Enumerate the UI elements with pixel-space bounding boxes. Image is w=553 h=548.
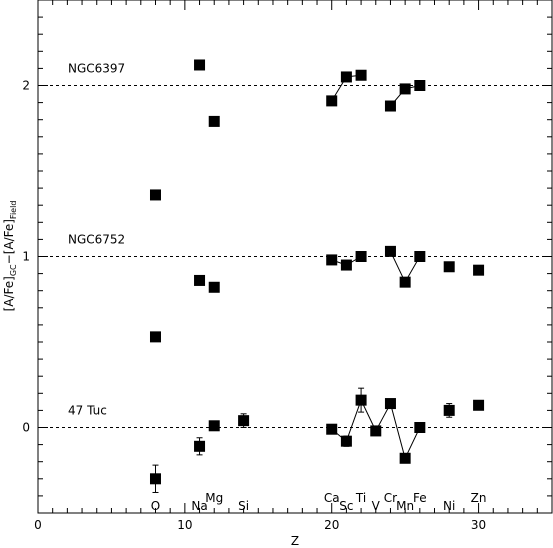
series-labels: NGC6397 NGC6752 47 Tuc [68, 61, 125, 417]
element-label: O [151, 499, 160, 513]
data-point [326, 95, 338, 107]
data-point [149, 473, 161, 485]
data-point [399, 276, 411, 288]
series-label: NGC6397 [68, 61, 125, 75]
y-tick-label: 0 [22, 421, 30, 435]
element-label: Sc [339, 499, 353, 513]
element-label: Zn [471, 491, 487, 505]
y-tick-label: 2 [22, 79, 30, 93]
data-point [443, 261, 455, 273]
axis-ticks: 0 10 20 30 0 1 2 [22, 0, 553, 532]
data-point [355, 251, 367, 262]
data-markers [149, 59, 485, 485]
data-point [399, 83, 411, 95]
data-point [414, 422, 426, 433]
data-point [384, 100, 396, 112]
y-tick-label: 1 [22, 250, 30, 264]
data-point [194, 274, 206, 286]
series-label: 47 Tuc [68, 403, 107, 417]
data-point [443, 404, 455, 416]
error-bars [152, 387, 482, 493]
element-label: Cr [384, 491, 397, 505]
data-point [473, 399, 485, 411]
y-label-subscript: GC [9, 264, 18, 276]
data-point [340, 435, 352, 447]
data-point [208, 420, 220, 432]
y-axis-label: [A/Fe]GC−[A/Fe]Field [2, 201, 18, 312]
data-point [208, 281, 220, 293]
element-label: V [372, 499, 381, 513]
data-point [340, 71, 352, 83]
data-point [326, 423, 338, 435]
data-point [355, 394, 367, 406]
plot-frame [37, 0, 553, 514]
data-point [384, 398, 396, 410]
data-point [149, 189, 161, 201]
element-label: Ca [324, 491, 340, 505]
x-axis-label: Z [291, 534, 299, 548]
data-point [414, 251, 426, 262]
data-point [355, 69, 367, 81]
element-label: Mn [396, 499, 414, 513]
x-tick-label: 20 [324, 518, 339, 532]
data-point [194, 59, 206, 71]
y-label-part: [A/Fe] [2, 276, 16, 311]
data-point [384, 245, 396, 257]
x-tick-label: 0 [34, 518, 42, 532]
x-tick-label: 10 [177, 518, 192, 532]
element-label: Ti [355, 491, 366, 505]
data-point [149, 331, 161, 343]
element-label: Si [238, 499, 249, 513]
element-label: Mg [205, 491, 223, 505]
series-label: NGC6752 [68, 232, 125, 246]
y-label-subscript: Field [9, 201, 18, 219]
data-point [194, 440, 206, 452]
data-point [208, 115, 220, 127]
reference-lines [38, 85, 552, 428]
y-label-part: −[A/Fe] [2, 219, 16, 264]
data-point [399, 452, 411, 464]
element-label: Na [191, 499, 207, 513]
element-label: Ni [443, 499, 455, 513]
data-point [370, 425, 382, 437]
data-point [238, 415, 250, 427]
data-point [340, 259, 352, 271]
data-point [326, 254, 338, 266]
data-point [414, 80, 426, 91]
element-label: Fe [413, 491, 427, 505]
data-point [473, 264, 485, 276]
x-tick-label: 30 [471, 518, 486, 532]
